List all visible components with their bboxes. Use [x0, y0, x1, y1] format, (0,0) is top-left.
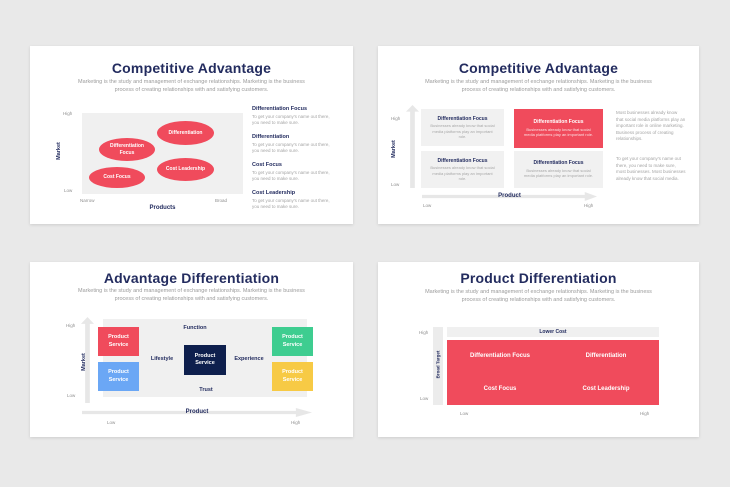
strategy-cell-differentiation-focus: Differentiation Focus	[469, 353, 530, 360]
matrix-cell: Differentiation Focus Businesses already…	[421, 151, 504, 188]
bubble-differentiation: Differentiation	[157, 121, 214, 145]
x-axis-tick-low: Low	[460, 411, 469, 416]
legend-item-differentiation-focus: Differentiation Focus To get your compan…	[252, 106, 332, 126]
legend-body: To get your company's name out there, yo…	[252, 113, 330, 125]
y-axis-arrow	[406, 105, 419, 188]
x-axis-tick-high: High	[584, 203, 594, 208]
matrix-cell-heading: Differentiation Focus	[437, 115, 488, 122]
x-axis-label: Product	[498, 193, 521, 199]
x-axis-arrow	[422, 192, 597, 201]
product-service-box-green: Product Service	[272, 327, 313, 356]
y-axis-label: Market	[56, 142, 62, 160]
legend-heading: Cost Leadership	[252, 190, 296, 196]
strategy-cell-cost-leadership: Cost Leadership	[582, 385, 630, 392]
y-axis-tick-high: High	[419, 330, 429, 335]
slide-title: Product Differentiation	[460, 270, 617, 286]
side-paragraph: Most businesses already know that social…	[616, 110, 686, 142]
diagram-label-trust: Trust	[199, 387, 213, 393]
matrix-cell-body: Businesses already know that social medi…	[523, 167, 594, 179]
matrix-cell-body: Businesses already know that social medi…	[430, 165, 495, 181]
y-axis-tick-high: High	[63, 111, 73, 116]
y-axis-label: Market	[391, 140, 397, 158]
slide-title: Competitive Advantage	[111, 60, 272, 76]
slide-subtitle: Marketing is the study and management of…	[78, 79, 305, 93]
legend-heading: Differentiation	[252, 134, 290, 140]
x-axis-tick-narrow: Narrow	[80, 198, 95, 203]
matrix-cell: Differentiation Focus Businesses already…	[421, 109, 504, 146]
y-axis-label: Broad Target	[435, 350, 441, 379]
x-axis-tick-broad: Broad	[215, 198, 228, 203]
product-service-box-red: Product Service	[98, 327, 139, 356]
x-axis-arrow	[82, 408, 312, 417]
legend-body: To get your company's name out there, yo…	[252, 141, 330, 153]
y-axis-tick-low: Low	[64, 188, 73, 193]
side-paragraph: To get your company's name out there, yo…	[616, 156, 686, 181]
legend-item-differentiation: Differentiation To get your company's na…	[252, 134, 332, 154]
product-service-box-yellow: Product Service	[272, 362, 313, 391]
slide-thumb-product-differentiation[interactable]: Product Differentiation Marketing is the…	[378, 262, 699, 437]
x-axis-tick-high: High	[291, 420, 301, 425]
diagram-label-experience: Experience	[234, 356, 264, 362]
bubble-cost-leadership: Cost Leadership	[157, 158, 214, 181]
y-axis-tick-low: Low	[420, 396, 429, 401]
y-axis-bar	[433, 327, 443, 405]
matrix-cell-heading: Differentiation Focus	[533, 119, 584, 126]
y-axis-tick-high: High	[66, 323, 76, 328]
matrix-cell-body: Businesses already know that social medi…	[430, 123, 495, 139]
diagram-label-lifestyle: Lifestyle	[150, 356, 174, 362]
product-service-box-center: Product Service	[184, 345, 226, 375]
legend-body: To get your company's name out there, yo…	[252, 169, 330, 181]
matrix-cell-heading: Differentiation Focus	[437, 157, 488, 164]
strategy-matrix: Differentiation Focus Differentiation Co…	[447, 340, 659, 405]
bubble-cost-focus: Cost Focus	[89, 167, 145, 188]
legend-body: To get your company's name out there, yo…	[252, 197, 330, 209]
matrix-cell-highlighted: Differentiation Focus Businesses already…	[514, 109, 603, 148]
bubble-differentiation-focus: Differentiation Focus	[99, 138, 155, 161]
diagram-label-function: Function	[183, 325, 207, 331]
slide-thumb-advantage-differentiation[interactable]: Advantage Differentiation Marketing is t…	[30, 262, 353, 437]
x-axis-tick-low: Low	[107, 420, 116, 425]
x-axis-tick-low: Low	[423, 203, 432, 208]
y-axis-tick-low: Low	[67, 393, 76, 398]
legend-heading: Cost Focus	[252, 162, 282, 168]
matrix-cell-heading: Differentiation Focus	[533, 160, 584, 167]
slide-title: Advantage Differentiation	[103, 270, 280, 286]
legend-item-cost-leadership: Cost Leadership To get your company's na…	[252, 190, 332, 210]
strategy-cell-differentiation: Differentiation	[585, 353, 627, 360]
y-axis-tick-high: High	[391, 116, 401, 121]
matrix-cell: Differentiation Focus Businesses already…	[514, 151, 603, 188]
strategy-cell-cost-focus: Cost Focus	[483, 385, 517, 392]
x-axis-tick-high: High	[640, 411, 650, 416]
y-axis-label: Market	[81, 353, 87, 371]
lower-cost-bar: Lower Cost	[447, 327, 659, 337]
matrix-cell-body: Businesses already know that social medi…	[523, 126, 594, 138]
slide-subtitle: Marketing is the study and management of…	[78, 288, 305, 302]
slide-thumb-competitive-advantage-matrix[interactable]: Competitive Advantage Marketing is the s…	[378, 46, 699, 224]
slide-thumb-competitive-advantage-bubbles[interactable]: Competitive Advantage Marketing is the s…	[30, 46, 353, 224]
legend-item-cost-focus: Cost Focus To get your company's name ou…	[252, 162, 332, 182]
product-service-box-blue: Product Service	[98, 362, 139, 391]
slide-title: Competitive Advantage	[458, 60, 619, 76]
slide-subtitle: Marketing is the study and management of…	[425, 289, 652, 303]
legend-heading: Differentiation Focus	[252, 106, 308, 112]
y-axis-tick-low: Low	[391, 182, 400, 187]
x-axis-label: Products	[149, 205, 176, 211]
x-axis-label: Product	[185, 409, 209, 415]
slide-subtitle: Marketing is the study and management of…	[425, 79, 652, 93]
